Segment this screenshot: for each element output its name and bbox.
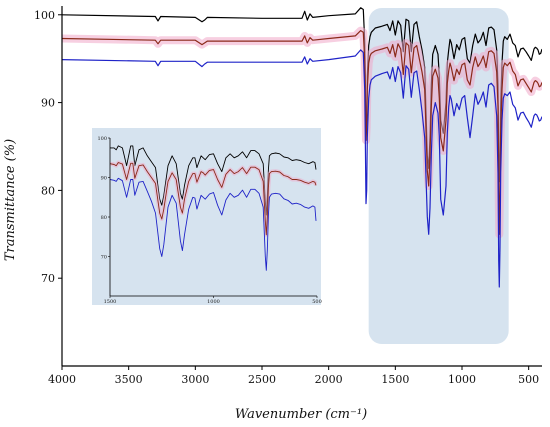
inset-y-tick-label: 70 — [101, 255, 107, 261]
y-axis-label: Transmittance (%) — [3, 139, 18, 261]
inset-y-tick-label: 90 — [101, 176, 107, 182]
x-tick-label: 2500 — [248, 373, 276, 386]
inset-series-2-line — [110, 162, 317, 236]
y-tick-label: 100 — [34, 9, 55, 22]
x-tick-label: 4000 — [48, 373, 76, 386]
inset-axes: 1500 1000 500 70 80 90 100 — [97, 136, 321, 305]
inset-background — [92, 128, 321, 305]
y-tick-label: 80 — [41, 184, 55, 197]
y-tick-label: 90 — [41, 97, 55, 110]
x-tick-label: 1500 — [381, 373, 409, 386]
x-axis-label: Wavenumber (cm⁻¹) — [235, 407, 367, 422]
x-tick-label: 3000 — [181, 373, 209, 386]
x-tick-label: 500 — [518, 373, 539, 386]
inset-x-tick-label: 1500 — [104, 299, 117, 305]
inset-series-layer — [110, 145, 317, 271]
x-tick-label: 2000 — [315, 373, 343, 386]
y-tick-label: 70 — [41, 272, 55, 285]
x-tick-label: 1000 — [448, 373, 476, 386]
inset-x-tick-label: 1000 — [207, 299, 220, 305]
main-series-layer — [62, 7, 542, 288]
inset-x-tick-label: 500 — [312, 299, 322, 305]
inset-chart: 1500 1000 500 70 80 90 100 — [92, 128, 322, 305]
series-2-line — [62, 30, 542, 235]
series-3-line — [62, 49, 542, 288]
x-tick-label: 3500 — [115, 373, 143, 386]
inset-series-1-line — [110, 145, 317, 216]
inset-y-tick-label: 80 — [101, 215, 107, 221]
inset-y-tick-label: 100 — [97, 136, 107, 142]
series-1-line — [62, 7, 542, 183]
main-axes: 4000 3500 3000 2500 2000 1500 1000 500 70 80 90 100 — [34, 6, 542, 386]
inset-series-3-line — [110, 177, 317, 271]
